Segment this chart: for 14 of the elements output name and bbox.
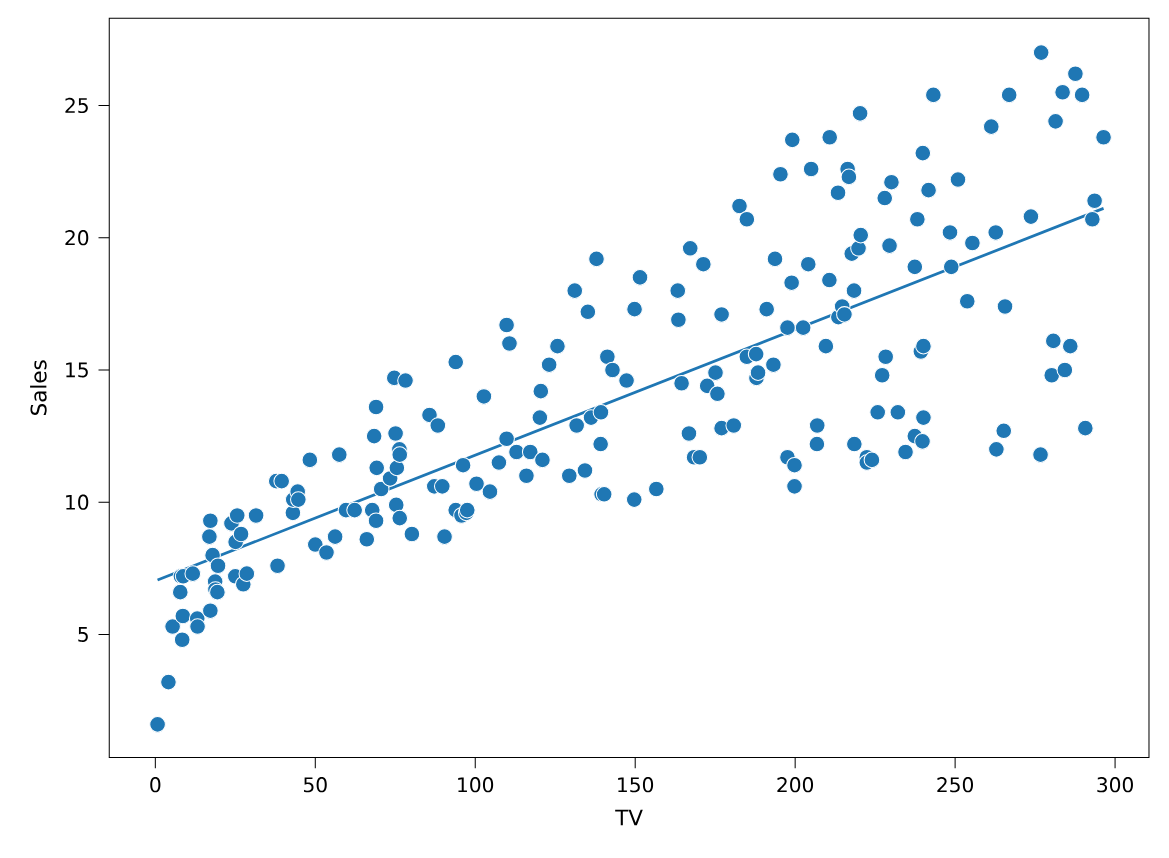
- y-tick-label: 20: [65, 230, 89, 246]
- y-tick-label: 25: [65, 98, 88, 114]
- x-axis-title: TV: [615, 809, 643, 826]
- y-axis-title: Sales: [30, 360, 47, 416]
- x-tick-label: 50: [304, 777, 327, 793]
- x-tick-label: 150: [618, 777, 654, 793]
- y-tick-label: 10: [66, 494, 89, 511]
- x-tick-label: 200: [777, 777, 814, 793]
- x-tick-label: 300: [1097, 777, 1133, 793]
- y-tick-label: 5: [78, 627, 88, 643]
- y-tick-label: 15: [66, 362, 88, 378]
- x-tick-label: 0: [150, 777, 161, 793]
- x-tick-label: 100: [458, 777, 494, 793]
- x-tick-label: 250: [937, 777, 974, 793]
